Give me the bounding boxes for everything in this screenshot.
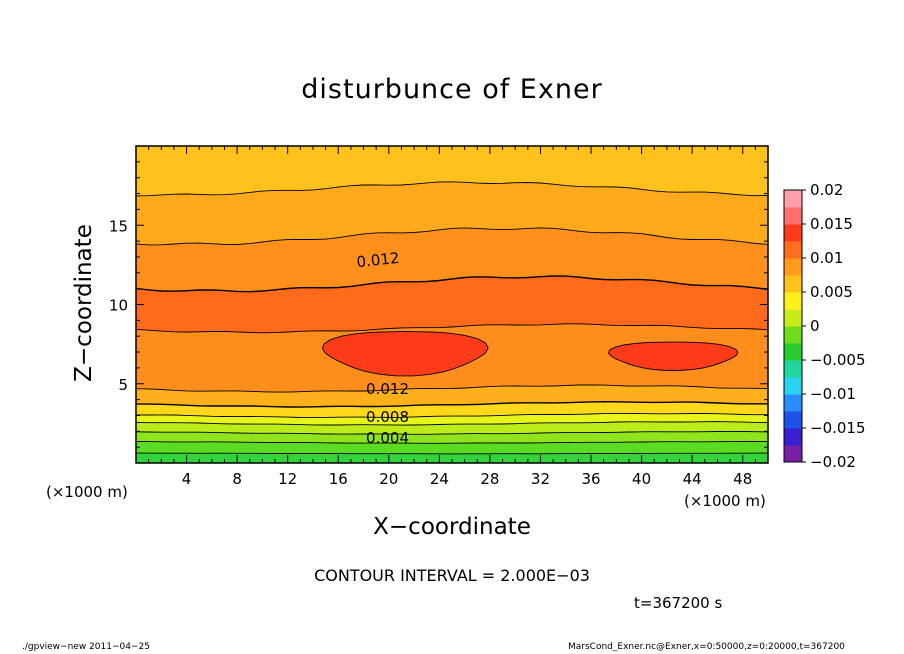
- colorbar: 0.02 0.015 0.01 0.005 0 −0.005 −0.01 −0.015 −0.0…: [783, 181, 866, 471]
- colorbar-swatch: [784, 207, 802, 225]
- colorbar-tick-label: −0.02: [810, 453, 856, 471]
- footer-program-info: ./gpview−new 2011−04−25: [22, 642, 150, 652]
- x-axis-label: X−coordinate: [373, 514, 531, 540]
- x-tick-label: 40: [632, 470, 651, 488]
- contour-line-5: [136, 400, 768, 408]
- x-unit-left: (×1000 m): [46, 483, 128, 501]
- colorbar-tick-label: −0.005: [810, 351, 866, 369]
- y-axis-label: Z−coordinate: [71, 224, 97, 382]
- time-stamp: t=367200 s: [634, 594, 723, 612]
- chart-title: disturbunce of Exner: [301, 74, 603, 105]
- x-tick-label: 12: [278, 470, 297, 488]
- colorbar-tick-label: 0.015: [810, 215, 853, 233]
- colorbar-swatch: [784, 428, 802, 446]
- contour-label: 0.004: [366, 429, 409, 447]
- colorbar-swatch: [784, 377, 802, 395]
- contour-fills: [135, 145, 769, 464]
- contour-label: 0.012: [366, 380, 409, 398]
- x-tick-label: 20: [379, 470, 398, 488]
- colorbar-swatch: [784, 224, 802, 242]
- contour-line-9: [135, 227, 769, 246]
- colorbar-swatch: [784, 190, 802, 208]
- colorbar-swatch: [784, 258, 802, 276]
- contour-line-0: [136, 452, 768, 455]
- colorbar-swatch: [784, 326, 802, 344]
- colorbar-tick-label: 0.005: [810, 283, 853, 301]
- x-tick-label: 44: [683, 470, 702, 488]
- x-unit-right: (×1000 m): [684, 492, 766, 510]
- contour-line-3: [135, 421, 769, 426]
- x-axis-ticks: 4 8 12 16 20 24 28 32 36 40 44 48: [135, 146, 769, 488]
- contour-label: 0.008: [366, 408, 409, 426]
- colorbar-swatch: [784, 445, 802, 463]
- contour-label: 0.012: [356, 249, 401, 271]
- x-tick-label: 8: [232, 470, 242, 488]
- contour-line-7: [135, 323, 769, 334]
- colorbar-tick-label: −0.01: [810, 385, 856, 403]
- contour-line-1: [135, 441, 769, 444]
- contour-line-2: [135, 430, 769, 435]
- x-tick-label: 4: [182, 470, 192, 488]
- contour-interval-note: CONTOUR INTERVAL = 2.000E−03: [314, 566, 590, 585]
- colorbar-swatch: [784, 394, 802, 412]
- colorbar-swatch: [784, 275, 802, 293]
- contour-labels: 0.012 0.012 0.008 0.004: [356, 249, 409, 447]
- x-tick-label: 24: [430, 470, 449, 488]
- colorbar-tick-label: 0: [810, 317, 820, 335]
- colorbar-swatch: [784, 241, 802, 259]
- colorbar-tick-label: 0.01: [810, 249, 843, 267]
- colorbar-swatch: [784, 360, 802, 378]
- x-tick-label: 28: [480, 470, 499, 488]
- high-patch-right: [608, 341, 739, 371]
- y-tick-label: 10: [109, 297, 128, 315]
- colorbar-tick-label: −0.015: [810, 419, 866, 437]
- x-tick-label: 16: [329, 470, 348, 488]
- footer-data-source: MarsCond_Exner.nc@Exner,x=0:50000,z=0:20…: [568, 642, 845, 652]
- colorbar-swatch: [784, 292, 802, 310]
- colorbar-swatch: [784, 309, 802, 327]
- y-tick-label: 15: [109, 217, 128, 235]
- contour-line-8: [135, 275, 769, 293]
- contour-lines: [135, 181, 769, 455]
- y-tick-label: 5: [118, 376, 128, 394]
- x-tick-label: 32: [531, 470, 550, 488]
- colorbar-swatch: [784, 343, 802, 361]
- high-pressure-patches: [322, 331, 739, 377]
- x-tick-label: 36: [581, 470, 600, 488]
- x-tick-label: 48: [733, 470, 752, 488]
- high-patch-left: [322, 331, 489, 377]
- y-axis-ticks: 5 10 15: [109, 145, 768, 464]
- contour-line-4: [135, 412, 768, 419]
- colorbar-swatch: [784, 411, 802, 429]
- contour-line-6: [135, 384, 769, 393]
- contour-line-10: [135, 181, 769, 197]
- colorbar-tick-label: 0.02: [810, 181, 843, 199]
